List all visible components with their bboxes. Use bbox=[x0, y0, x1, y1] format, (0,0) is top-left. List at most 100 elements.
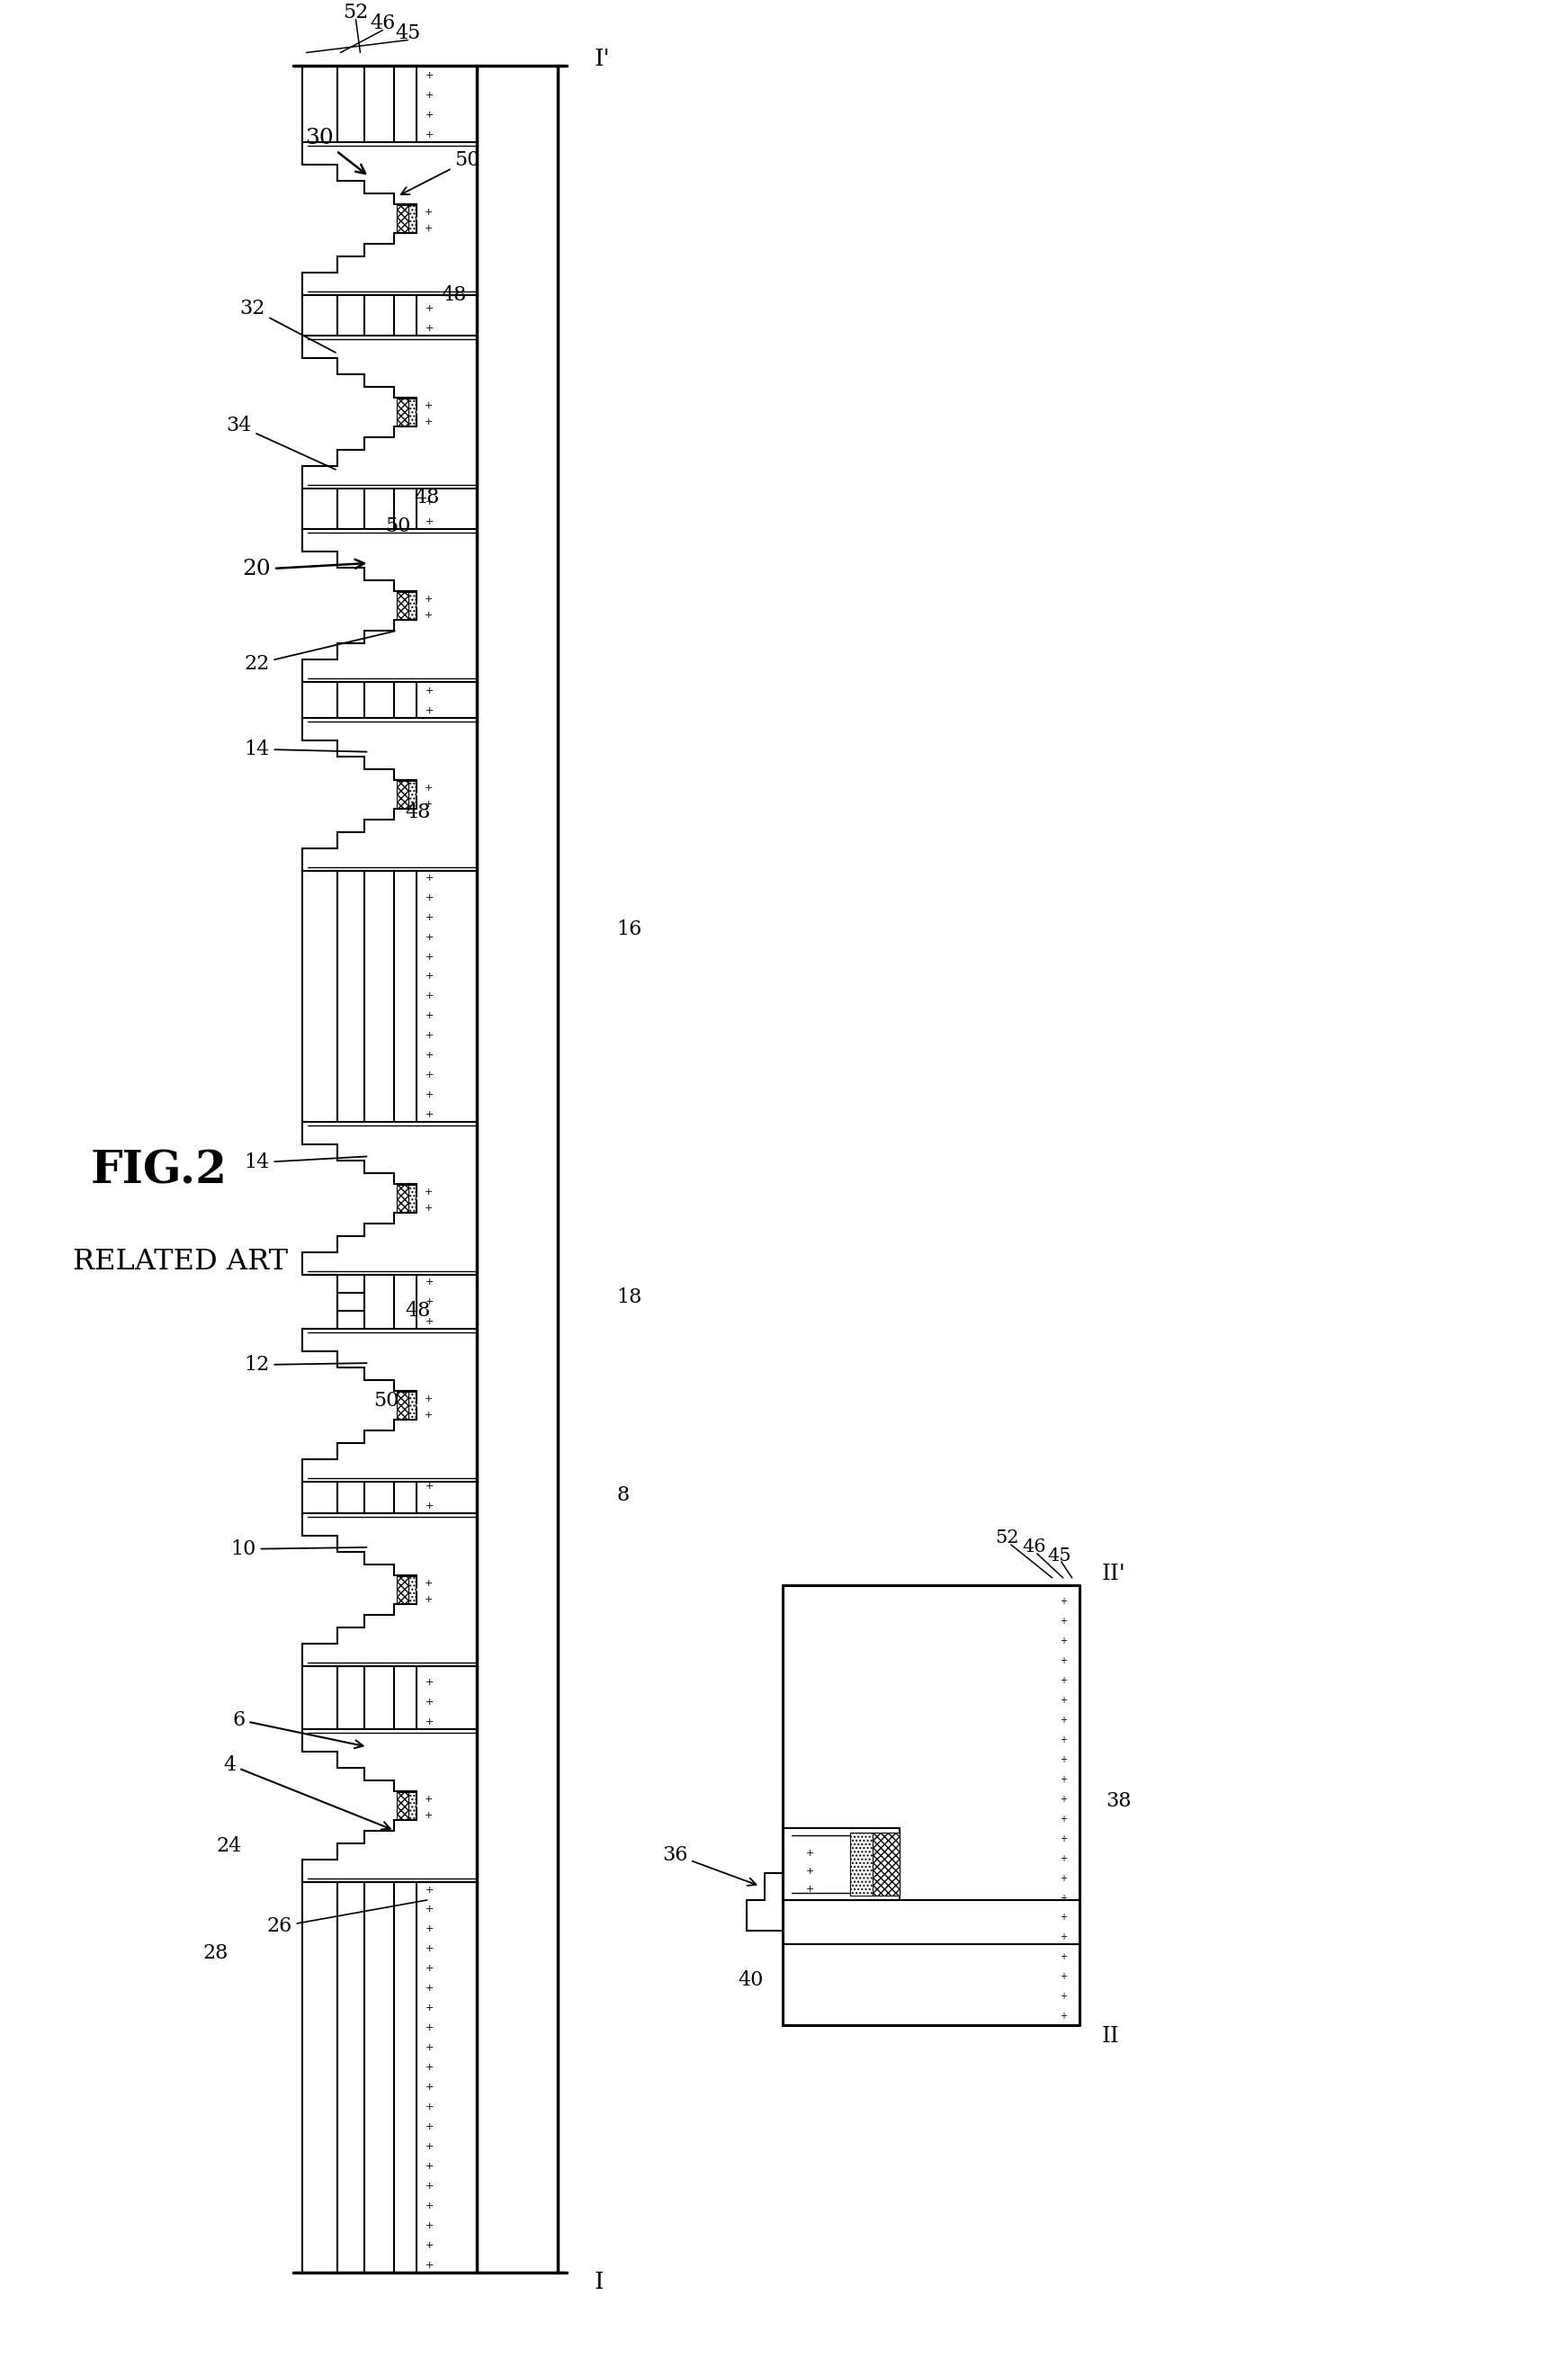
Text: +: + bbox=[425, 933, 434, 942]
Text: +: + bbox=[425, 973, 434, 980]
Text: +: + bbox=[806, 1849, 814, 1858]
Text: 4: 4 bbox=[224, 1754, 390, 1830]
Text: +: + bbox=[425, 1794, 433, 1804]
Text: +: + bbox=[425, 1482, 434, 1491]
Text: +: + bbox=[425, 71, 434, 80]
Text: +: + bbox=[1060, 1953, 1066, 1962]
Text: 38: 38 bbox=[1105, 1792, 1132, 1811]
Bar bbox=[408, 1392, 416, 1418]
Text: +: + bbox=[425, 1501, 434, 1510]
Text: 14: 14 bbox=[245, 739, 367, 760]
Bar bbox=[872, 1832, 900, 1896]
Text: +: + bbox=[425, 92, 434, 99]
Text: 32: 32 bbox=[240, 298, 336, 353]
Text: +: + bbox=[1060, 1636, 1066, 1645]
Bar bbox=[408, 781, 416, 807]
Text: +: + bbox=[425, 417, 433, 426]
Text: +: + bbox=[425, 1579, 433, 1588]
Text: +: + bbox=[425, 225, 433, 234]
Text: 16: 16 bbox=[616, 918, 641, 940]
Text: +: + bbox=[1060, 1972, 1066, 1981]
Text: 20: 20 bbox=[243, 559, 364, 580]
Text: 26: 26 bbox=[267, 1901, 426, 1936]
Text: +: + bbox=[806, 1884, 814, 1894]
Text: +: + bbox=[425, 992, 434, 1001]
Text: +: + bbox=[425, 952, 434, 961]
Text: +: + bbox=[425, 2242, 434, 2251]
Text: +: + bbox=[425, 1905, 434, 1915]
Text: +: + bbox=[425, 611, 433, 620]
Text: +: + bbox=[1060, 1754, 1066, 1763]
Text: I: I bbox=[594, 2270, 604, 2294]
Text: +: + bbox=[806, 1865, 814, 1875]
Text: 12: 12 bbox=[245, 1354, 367, 1375]
Text: +: + bbox=[1060, 1598, 1066, 1605]
Text: +: + bbox=[425, 2161, 434, 2171]
Bar bbox=[397, 1392, 408, 1418]
Text: 48: 48 bbox=[405, 1302, 431, 1321]
Text: +: + bbox=[1060, 2012, 1066, 2021]
Bar bbox=[408, 1186, 416, 1212]
Text: +: + bbox=[425, 2043, 434, 2052]
Bar bbox=[397, 398, 408, 426]
Text: 18: 18 bbox=[616, 1288, 641, 1307]
Text: 45: 45 bbox=[1047, 1548, 1071, 1565]
Text: 22: 22 bbox=[245, 632, 395, 675]
Text: 45: 45 bbox=[395, 24, 420, 43]
Text: +: + bbox=[425, 1394, 433, 1404]
Text: 50: 50 bbox=[373, 1392, 400, 1411]
Text: +: + bbox=[425, 2064, 434, 2071]
Text: 28: 28 bbox=[202, 1943, 229, 1965]
Text: +: + bbox=[425, 2260, 434, 2270]
Text: RELATED ART: RELATED ART bbox=[72, 1247, 289, 1276]
Text: +: + bbox=[425, 873, 434, 883]
Text: +: + bbox=[425, 1984, 434, 1993]
Text: +: + bbox=[425, 1811, 433, 1820]
Text: 10: 10 bbox=[230, 1539, 367, 1560]
Text: +: + bbox=[425, 1051, 434, 1060]
Text: +: + bbox=[425, 1091, 434, 1101]
Text: +: + bbox=[1060, 1617, 1066, 1626]
Text: +: + bbox=[425, 2102, 434, 2111]
Text: 48: 48 bbox=[441, 286, 467, 305]
Text: +: + bbox=[1060, 1894, 1066, 1903]
Text: +: + bbox=[425, 1316, 434, 1326]
Bar bbox=[850, 1832, 872, 1896]
Text: +: + bbox=[425, 1110, 434, 1120]
Text: +: + bbox=[1060, 1775, 1066, 1785]
Text: +: + bbox=[425, 111, 434, 121]
Text: 50: 50 bbox=[386, 516, 411, 537]
Text: +: + bbox=[425, 208, 433, 218]
Text: +: + bbox=[425, 1595, 433, 1605]
Text: +: + bbox=[425, 2024, 434, 2033]
Text: 40: 40 bbox=[739, 1972, 764, 1991]
Text: +: + bbox=[425, 2123, 434, 2133]
Text: +: + bbox=[425, 1297, 434, 1307]
Bar bbox=[408, 398, 416, 426]
Text: 46: 46 bbox=[1022, 1539, 1046, 1555]
Text: II: II bbox=[1102, 2026, 1120, 2047]
Text: FIG.2: FIG.2 bbox=[91, 1150, 227, 1193]
Text: 34: 34 bbox=[226, 417, 336, 469]
Text: +: + bbox=[1060, 1875, 1066, 1882]
Text: +: + bbox=[425, 1070, 434, 1079]
Text: +: + bbox=[425, 1411, 433, 1420]
Text: +: + bbox=[425, 1278, 434, 1288]
Text: +: + bbox=[425, 1011, 434, 1020]
Text: 52: 52 bbox=[996, 1529, 1019, 1548]
Text: +: + bbox=[425, 324, 434, 334]
Text: +: + bbox=[425, 783, 433, 793]
Text: +: + bbox=[425, 1205, 433, 1212]
Text: +: + bbox=[1060, 1794, 1066, 1804]
Bar bbox=[408, 1792, 416, 1818]
Text: +: + bbox=[425, 1884, 434, 1894]
Text: 50: 50 bbox=[401, 151, 480, 194]
Text: +: + bbox=[425, 1032, 434, 1041]
Text: +: + bbox=[425, 914, 434, 921]
Text: +: + bbox=[1060, 1993, 1066, 2000]
Text: +: + bbox=[1060, 1695, 1066, 1704]
Text: +: + bbox=[425, 1716, 434, 1726]
Text: +: + bbox=[1060, 1657, 1066, 1664]
Text: +: + bbox=[425, 594, 433, 604]
Text: 48: 48 bbox=[414, 488, 439, 507]
